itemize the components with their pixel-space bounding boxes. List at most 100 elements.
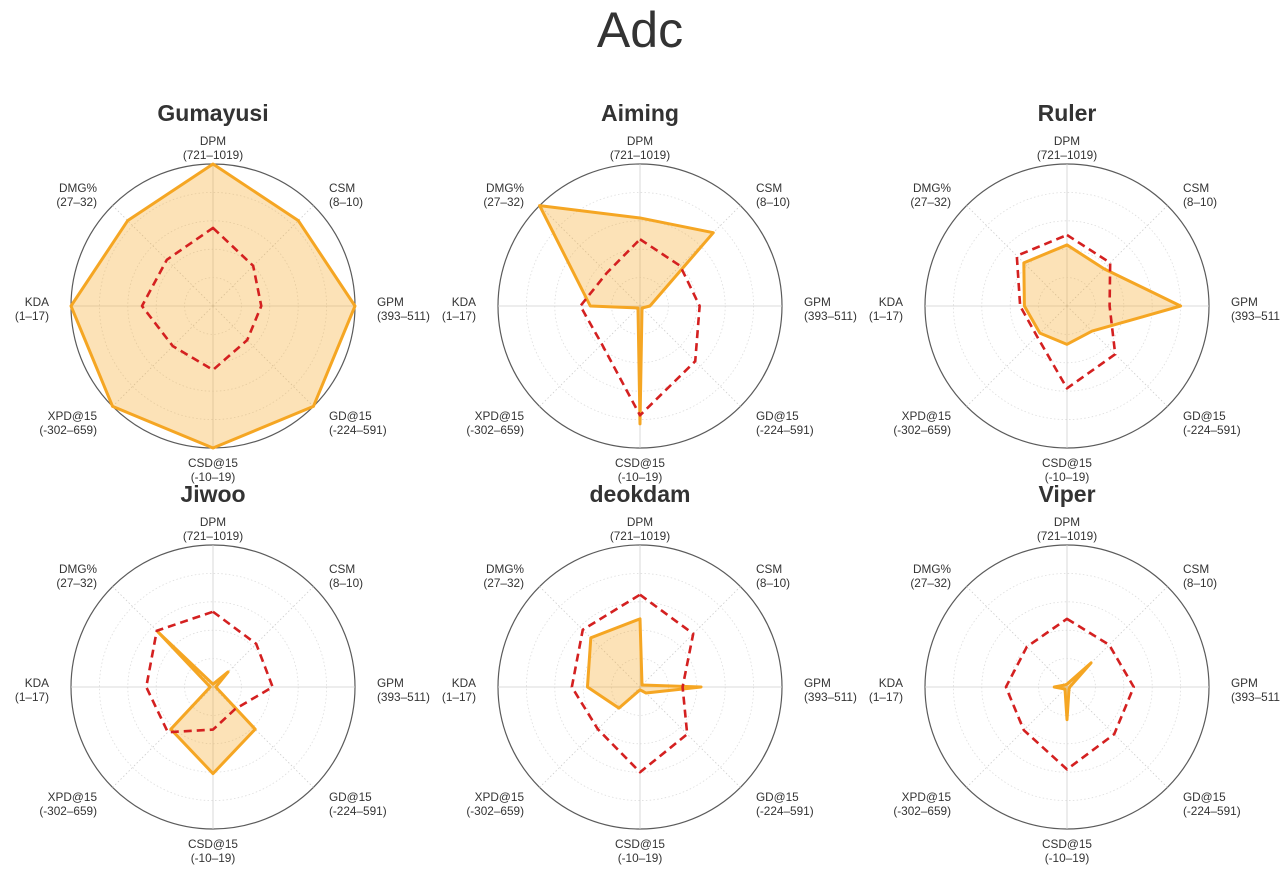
- svg-text:(27–32): (27–32): [56, 195, 97, 209]
- svg-text:GPM: GPM: [377, 676, 404, 690]
- svg-text:DMG%: DMG%: [486, 562, 525, 576]
- svg-text:Jiwoo: Jiwoo: [180, 481, 245, 507]
- svg-text:DMG%: DMG%: [59, 562, 98, 576]
- svg-text:(-10–19): (-10–19): [618, 851, 663, 865]
- svg-text:KDA: KDA: [879, 676, 903, 690]
- svg-text:(8–10): (8–10): [756, 576, 790, 590]
- svg-text:(-224–591): (-224–591): [756, 804, 814, 818]
- svg-text:(721–1019): (721–1019): [1037, 529, 1097, 543]
- svg-text:DPM: DPM: [200, 515, 226, 529]
- svg-text:CSD@15: CSD@15: [188, 837, 238, 851]
- svg-text:(-10–19): (-10–19): [1045, 851, 1090, 865]
- svg-text:(27–32): (27–32): [483, 195, 524, 209]
- svg-text:CSM: CSM: [329, 181, 355, 195]
- svg-text:KDA: KDA: [25, 295, 49, 309]
- svg-text:(27–32): (27–32): [56, 576, 97, 590]
- svg-text:KDA: KDA: [452, 676, 476, 690]
- svg-text:(8–10): (8–10): [1183, 576, 1217, 590]
- svg-text:(721–1019): (721–1019): [610, 529, 670, 543]
- svg-text:(-224–591): (-224–591): [756, 423, 814, 437]
- svg-text:(27–32): (27–32): [910, 195, 951, 209]
- svg-text:XPD@15: XPD@15: [475, 409, 525, 423]
- svg-text:GPM: GPM: [377, 295, 404, 309]
- svg-text:GD@15: GD@15: [1183, 790, 1226, 804]
- svg-text:(393–511): (393–511): [1231, 690, 1280, 704]
- svg-text:CSM: CSM: [756, 562, 782, 576]
- svg-text:Aiming: Aiming: [601, 100, 679, 126]
- svg-text:(8–10): (8–10): [756, 195, 790, 209]
- svg-text:CSM: CSM: [329, 562, 355, 576]
- svg-text:(-224–591): (-224–591): [1183, 804, 1241, 818]
- svg-text:KDA: KDA: [452, 295, 476, 309]
- svg-text:(-224–591): (-224–591): [1183, 423, 1241, 437]
- svg-text:GPM: GPM: [804, 676, 831, 690]
- svg-text:CSD@15: CSD@15: [1042, 456, 1092, 470]
- svg-text:(393–511): (393–511): [804, 309, 857, 323]
- svg-text:(8–10): (8–10): [329, 195, 363, 209]
- svg-text:(-302–659): (-302–659): [39, 804, 97, 818]
- svg-text:CSM: CSM: [756, 181, 782, 195]
- svg-text:(393–511): (393–511): [1231, 309, 1280, 323]
- svg-text:DMG%: DMG%: [59, 181, 98, 195]
- svg-text:XPD@15: XPD@15: [902, 409, 952, 423]
- svg-text:GD@15: GD@15: [1183, 409, 1226, 423]
- svg-text:DPM: DPM: [1054, 134, 1080, 148]
- svg-text:CSM: CSM: [1183, 562, 1209, 576]
- svg-text:(1–17): (1–17): [442, 309, 476, 323]
- svg-text:(-10–19): (-10–19): [191, 851, 236, 865]
- svg-text:(1–17): (1–17): [869, 690, 903, 704]
- svg-text:(1–17): (1–17): [15, 690, 49, 704]
- svg-text:GD@15: GD@15: [329, 790, 372, 804]
- svg-text:XPD@15: XPD@15: [48, 790, 98, 804]
- svg-text:(1–17): (1–17): [869, 309, 903, 323]
- svg-text:KDA: KDA: [879, 295, 903, 309]
- svg-text:DMG%: DMG%: [486, 181, 525, 195]
- svg-text:(393–511): (393–511): [804, 690, 857, 704]
- svg-text:(393–511): (393–511): [377, 309, 430, 323]
- svg-text:DPM: DPM: [200, 134, 226, 148]
- svg-text:GD@15: GD@15: [756, 409, 799, 423]
- svg-text:(8–10): (8–10): [1183, 195, 1217, 209]
- svg-text:DPM: DPM: [627, 134, 653, 148]
- svg-text:GPM: GPM: [1231, 676, 1258, 690]
- svg-text:(-302–659): (-302–659): [893, 804, 951, 818]
- svg-text:GD@15: GD@15: [756, 790, 799, 804]
- svg-text:(721–1019): (721–1019): [183, 148, 243, 162]
- svg-text:GPM: GPM: [1231, 295, 1258, 309]
- svg-text:(-302–659): (-302–659): [893, 423, 951, 437]
- svg-text:(-302–659): (-302–659): [466, 423, 524, 437]
- svg-text:(1–17): (1–17): [15, 309, 49, 323]
- svg-text:XPD@15: XPD@15: [48, 409, 98, 423]
- svg-text:Adc: Adc: [597, 2, 683, 58]
- svg-text:(393–511): (393–511): [377, 690, 430, 704]
- svg-text:KDA: KDA: [25, 676, 49, 690]
- svg-text:CSD@15: CSD@15: [615, 837, 665, 851]
- svg-text:Gumayusi: Gumayusi: [157, 100, 268, 126]
- svg-text:DMG%: DMG%: [913, 181, 952, 195]
- svg-text:(1–17): (1–17): [442, 690, 476, 704]
- svg-text:DPM: DPM: [1054, 515, 1080, 529]
- svg-text:(721–1019): (721–1019): [1037, 148, 1097, 162]
- svg-text:deokdam: deokdam: [590, 481, 691, 507]
- svg-text:(-302–659): (-302–659): [466, 804, 524, 818]
- svg-text:(-224–591): (-224–591): [329, 804, 387, 818]
- svg-text:(-224–591): (-224–591): [329, 423, 387, 437]
- svg-text:Ruler: Ruler: [1038, 100, 1097, 126]
- svg-text:(8–10): (8–10): [329, 576, 363, 590]
- svg-text:(-302–659): (-302–659): [39, 423, 97, 437]
- svg-text:(721–1019): (721–1019): [183, 529, 243, 543]
- svg-text:DMG%: DMG%: [913, 562, 952, 576]
- svg-text:(27–32): (27–32): [910, 576, 951, 590]
- svg-text:XPD@15: XPD@15: [475, 790, 525, 804]
- svg-text:Viper: Viper: [1038, 481, 1095, 507]
- svg-text:CSD@15: CSD@15: [615, 456, 665, 470]
- svg-text:CSD@15: CSD@15: [188, 456, 238, 470]
- svg-text:CSM: CSM: [1183, 181, 1209, 195]
- svg-text:GPM: GPM: [804, 295, 831, 309]
- svg-text:XPD@15: XPD@15: [902, 790, 952, 804]
- svg-text:DPM: DPM: [627, 515, 653, 529]
- svg-text:(27–32): (27–32): [483, 576, 524, 590]
- svg-text:GD@15: GD@15: [329, 409, 372, 423]
- svg-text:(721–1019): (721–1019): [610, 148, 670, 162]
- svg-text:CSD@15: CSD@15: [1042, 837, 1092, 851]
